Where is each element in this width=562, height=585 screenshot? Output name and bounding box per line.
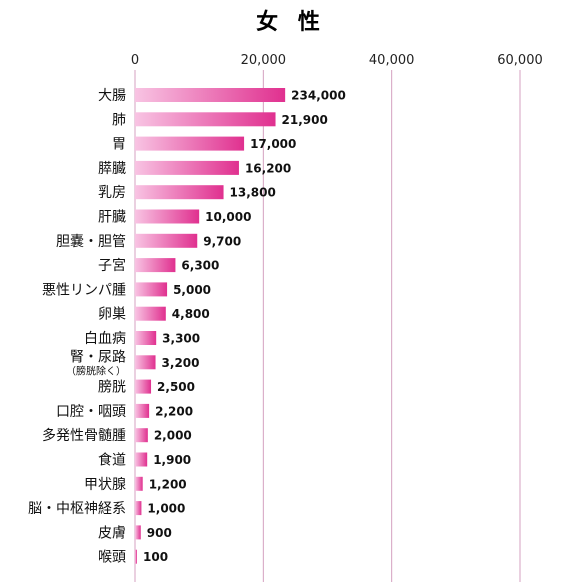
category-label: 皮膚: [98, 525, 126, 541]
data-label: 10,000: [205, 210, 251, 224]
data-label: 1,200: [149, 477, 187, 491]
bar: [135, 331, 157, 345]
data-label: 6,300: [181, 259, 219, 273]
category-label: 腎・尿路: [70, 349, 126, 365]
bar: [135, 428, 148, 443]
category-label: 食道: [98, 452, 126, 469]
category-label: 肺: [112, 112, 126, 128]
data-label: 2,500: [157, 380, 195, 394]
category-label: 白血病: [84, 331, 126, 347]
bar: [135, 282, 168, 297]
bar: [135, 501, 142, 516]
bar: [135, 306, 166, 321]
category-label: 卵巣: [98, 307, 126, 323]
data-label: 9,700: [203, 234, 241, 248]
bar: [135, 525, 141, 540]
category-label: 喉頭: [98, 550, 126, 566]
category-label: 子宮: [98, 258, 126, 274]
category-label: 甲状腺: [84, 477, 126, 493]
bar: [135, 379, 152, 394]
category-label: 脳・中枢神経系: [28, 501, 126, 517]
data-label: 100: [143, 550, 168, 564]
data-label: 16,200: [245, 161, 291, 175]
data-label: 21,900: [282, 113, 328, 127]
data-label: 3,300: [162, 332, 200, 346]
category-label: 膀胱: [98, 379, 126, 396]
category-label: 悪性リンパ腫: [42, 282, 126, 298]
bar: [135, 233, 198, 248]
bar: [135, 452, 148, 467]
data-label: 13,800: [230, 186, 276, 200]
category-label: 胆嚢・胆管: [56, 234, 126, 250]
data-label: 2,200: [155, 404, 193, 418]
bar: [135, 476, 143, 491]
bar: [135, 136, 245, 151]
bar: [135, 209, 200, 224]
chart-title: 女 性: [256, 9, 326, 35]
category-sublabel: （膀胱除く）: [66, 364, 126, 377]
x-tick-label: 40,000: [369, 53, 415, 68]
bar: [135, 549, 137, 564]
bar: [135, 403, 150, 418]
data-label: 1,000: [147, 502, 185, 516]
category-label: 口腔・咽頭: [56, 404, 126, 420]
data-label: 3,200: [162, 356, 200, 370]
bar: [135, 88, 286, 102]
data-label: 1,900: [153, 453, 191, 467]
bar: [135, 258, 176, 273]
bar: [135, 185, 224, 200]
bar: [135, 355, 156, 370]
x-tick-label: 0: [131, 53, 139, 68]
data-label: 234,000: [291, 89, 346, 103]
data-label: 900: [147, 526, 172, 540]
category-label: 膵臓: [98, 161, 126, 177]
data-label: 2,000: [154, 429, 192, 443]
x-tick-label: 20,000: [241, 53, 287, 68]
category-label: 乳房: [98, 185, 126, 201]
category-label: 多発性骨髄腫: [42, 427, 126, 444]
category-label: 大腸: [98, 88, 126, 104]
data-label: 5,000: [173, 283, 211, 297]
x-tick-label: 60,000: [497, 53, 543, 68]
data-label: 4,800: [172, 307, 210, 321]
data-label: 17,000: [250, 137, 296, 151]
bar: [135, 112, 276, 127]
category-label: 胃: [112, 137, 126, 153]
category-label: 肝臓: [98, 210, 126, 226]
bar: [135, 160, 239, 175]
